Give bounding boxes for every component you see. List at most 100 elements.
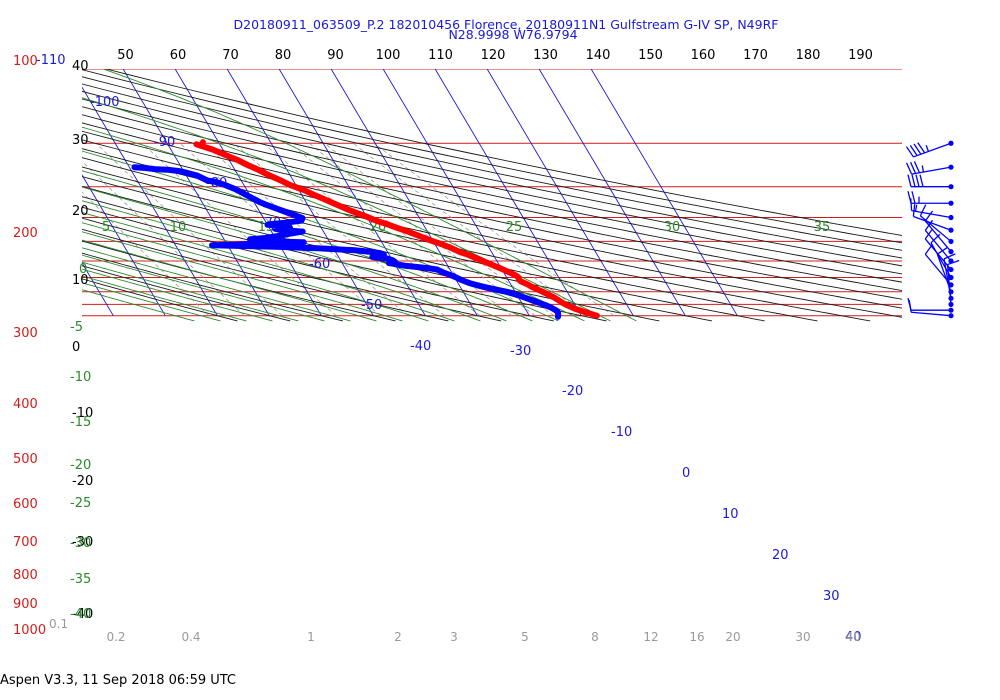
moist-adiabat-line xyxy=(82,231,403,322)
wind-barb-flag xyxy=(913,161,921,173)
dry-adiabat-line xyxy=(82,240,396,322)
wind-barb xyxy=(905,161,954,175)
pressure-tick-label: 800 xyxy=(13,568,38,583)
wind-barb-flag xyxy=(930,233,941,244)
mixing-ratio-line xyxy=(262,142,481,317)
wind-barb xyxy=(905,140,954,158)
height-tick-label: 20 xyxy=(72,204,89,219)
mixing-ratio-line xyxy=(289,142,513,317)
dry-adiabat-line xyxy=(82,114,902,292)
wind-barb-flag xyxy=(905,162,913,175)
isotherm-line xyxy=(382,69,530,316)
isotherm-line xyxy=(82,261,114,316)
isotherm-label: 10 xyxy=(722,507,739,522)
wind-barb xyxy=(907,298,954,313)
mixing-ratio-label: 0.2 xyxy=(106,630,125,644)
pressure-tick-label: 700 xyxy=(13,535,38,550)
wind-barb-flag xyxy=(911,191,916,204)
mixing-ratio-line xyxy=(373,142,615,317)
top-axis-ticks: 50 60 70 80 90 100 110 120 130 140 150 160 170 180 190 xyxy=(117,48,873,63)
moist-adiabat-line xyxy=(82,282,221,322)
mixing-ratio-line xyxy=(352,142,589,317)
pressure-tick-label: 1000 xyxy=(13,623,46,638)
height-tick-label: -10 xyxy=(72,406,93,421)
wind-barb-staff xyxy=(913,142,952,158)
wind-barb-flag xyxy=(924,243,934,255)
wind-barb-half-flag xyxy=(925,145,930,152)
height-tick-label: 0 xyxy=(72,340,80,355)
mixing-ratio-line xyxy=(95,143,283,316)
dry-adiabat-line xyxy=(82,139,902,318)
wind-barb-staff xyxy=(913,215,952,231)
isotherm-label: -10 xyxy=(611,425,632,440)
top-axis-tick-label: 170 xyxy=(743,48,768,63)
dry-adiabat-line xyxy=(82,157,818,322)
background-grid xyxy=(0,69,902,322)
dry-adiabat-line xyxy=(82,166,765,322)
mixing-ratio-label: 30 xyxy=(795,630,810,644)
moist-adiabat-label: -25 xyxy=(70,496,91,511)
wind-barb-flag xyxy=(936,246,948,255)
height-tick-label: 40 xyxy=(72,59,89,74)
dry-adiabat-line xyxy=(82,265,291,322)
wind-barb-station xyxy=(948,164,954,170)
top-axis-tick-label: 110 xyxy=(428,48,453,63)
isotherm-line xyxy=(486,69,634,316)
wind-barb-staff xyxy=(911,311,952,317)
moist-adiabat-label: -40 xyxy=(70,607,91,622)
dry-adiabat-line xyxy=(82,69,902,244)
moist-adiabat-line xyxy=(82,200,481,322)
dry-adiabat-line xyxy=(82,196,607,322)
moist-adiabat-line xyxy=(82,211,455,322)
isotherm-label: -40 xyxy=(410,339,431,354)
isotherm-label: -20 xyxy=(562,384,583,399)
wind-barb-half-flag xyxy=(921,165,925,173)
dry-adiabat-line xyxy=(82,130,902,309)
wind-barb-flag xyxy=(943,253,956,260)
wind-barb-flag xyxy=(924,228,934,240)
top-axis-tick-label: 190 xyxy=(848,48,873,63)
mixing-ratio-label: 0.4 xyxy=(181,630,200,644)
isotherm-line xyxy=(0,69,61,316)
wind-barb xyxy=(912,204,954,233)
isotherm-label: -90 xyxy=(154,135,175,150)
mixing-ratio-label: 3 xyxy=(450,630,458,644)
moist-adiabat-line xyxy=(82,170,533,322)
moist-adiabat-label: 25 xyxy=(506,220,523,235)
dry-adiabat-line xyxy=(82,176,713,322)
height-tick-label: 30 xyxy=(72,133,89,148)
moist-adiabat-line xyxy=(82,247,351,322)
isotherm-line xyxy=(122,69,270,316)
pressure-tick-label: 500 xyxy=(13,452,38,467)
mixing-ratio-label: 40 xyxy=(845,630,860,644)
moist-adiabat-label: -35 xyxy=(70,572,91,587)
moist-adiabat-label: 10 xyxy=(170,220,187,235)
top-axis-tick-label: 50 xyxy=(117,48,134,63)
wind-barb-flag xyxy=(907,174,912,187)
wind-barb-half-flag xyxy=(914,204,918,212)
moist-adiabat-line xyxy=(82,239,377,322)
dry-adiabat-line xyxy=(82,228,449,322)
moist-adiabat-label: 30 xyxy=(664,220,681,235)
dry-adiabat-line xyxy=(106,69,902,236)
moist-adiabat-label: -10 xyxy=(70,370,91,385)
pressure-tick-label: 100 xyxy=(13,54,38,69)
isotherm-line xyxy=(226,69,374,316)
wind-barb-flag xyxy=(911,174,916,187)
footer-text: Aspen V3.3, 11 Sep 2018 06:59 UTC xyxy=(0,673,236,688)
height-tick-label: 10 xyxy=(72,273,89,288)
wind-barb xyxy=(907,174,954,190)
wind-barbs xyxy=(905,140,960,319)
pressure-tick-label: 600 xyxy=(13,497,38,512)
mixing-ratio-label: 5 xyxy=(521,630,529,644)
wind-barb-flag xyxy=(924,219,934,231)
dry-adiabat-line xyxy=(82,217,502,322)
top-axis-tick-label: 180 xyxy=(796,48,821,63)
dry-adiabat-line xyxy=(82,206,554,322)
isotherm-line xyxy=(174,69,322,316)
wind-barb xyxy=(907,191,954,206)
chart-subtitle: N28.9998 W76.9794 xyxy=(448,27,577,42)
isotherm-label: -110 xyxy=(36,53,66,68)
dry-adiabat-line xyxy=(82,76,902,251)
